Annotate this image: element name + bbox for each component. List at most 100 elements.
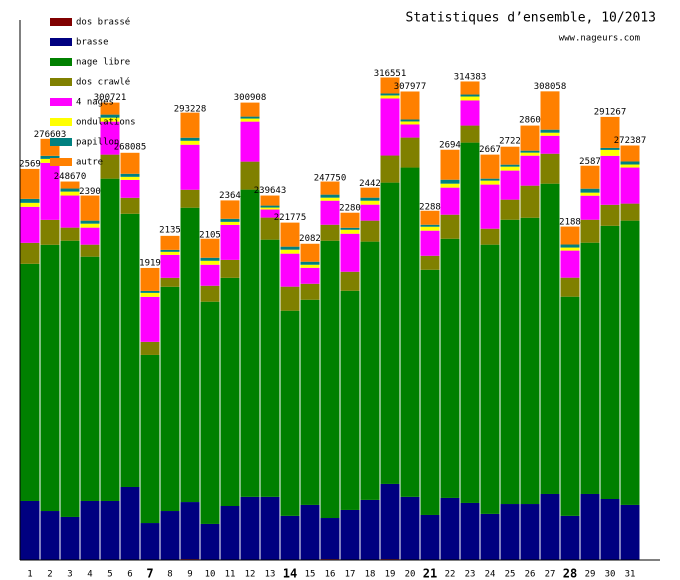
total-label: 2135 [159, 226, 181, 236]
bar-segment [520, 217, 540, 505]
bar-segment [380, 155, 400, 183]
x-tick-label: 28 [563, 567, 577, 580]
bar-segment [500, 146, 520, 165]
bar-segment [100, 117, 120, 122]
x-tick-label: 20 [405, 570, 416, 580]
total-label: 2587 [579, 157, 601, 167]
bar-segment [280, 310, 300, 516]
labels: 1 2569 2 276603 3 248670 4 2390 5 300721 6 268085 7 1… [19, 69, 646, 580]
bar-segment [160, 249, 180, 252]
bar-segment [140, 296, 160, 342]
bar-segment [220, 224, 240, 260]
total-label: 291267 [594, 107, 627, 117]
x-tick-label: 24 [485, 570, 496, 580]
bar-segment [540, 153, 560, 184]
bar-segment [420, 230, 440, 256]
x-tick-label: 19 [385, 570, 396, 580]
legend-label: dos brassé [76, 17, 130, 28]
bar-segment [320, 200, 340, 225]
bar-segment [80, 227, 100, 245]
bar-segment [20, 202, 40, 207]
x-tick-label: 16 [325, 570, 336, 580]
bar-segment [220, 200, 240, 219]
bar-segment [360, 197, 380, 201]
x-tick-label: 5 [107, 570, 112, 580]
bar-segment [200, 523, 220, 560]
bar-segment [560, 515, 580, 560]
bar-segment [600, 499, 620, 560]
bar-segment [600, 155, 620, 205]
x-tick-label: 21 [423, 567, 437, 580]
bar-segment [500, 219, 520, 505]
bar-segment [600, 116, 620, 148]
total-label: 2667 [479, 145, 501, 155]
bar-segment [620, 164, 640, 168]
bar-segment [360, 187, 380, 198]
bar-segment [120, 197, 140, 214]
bar-segment [140, 341, 160, 355]
bar-segment [420, 269, 440, 515]
bar-segment [240, 496, 260, 560]
bar-segment [120, 213, 140, 487]
bar-segment [80, 500, 100, 560]
bar-segment [240, 121, 260, 162]
total-label: 308058 [534, 82, 567, 92]
bar-segment [540, 91, 560, 130]
bar-segment [360, 220, 380, 242]
bar-segment [220, 277, 240, 506]
bar-segment [80, 256, 100, 501]
bar-segment [420, 514, 440, 560]
bar-segment [240, 161, 260, 190]
bar-segment [120, 486, 140, 560]
total-label: 1919 [139, 259, 161, 269]
bar-segment [560, 247, 580, 251]
x-tick-label: 12 [245, 570, 256, 580]
bar-segment [360, 204, 380, 221]
bar-segment [140, 292, 160, 297]
bar-segment [320, 518, 340, 560]
bar-segment [80, 195, 100, 221]
bar-segment [180, 144, 200, 190]
bar-segment [400, 124, 420, 138]
bar-segment [500, 504, 520, 560]
bar-segment [320, 197, 340, 201]
bars [20, 77, 640, 560]
bar-segment [60, 195, 80, 228]
bar-segment [340, 290, 360, 510]
bar-segment [420, 210, 440, 225]
bar-segment [540, 183, 560, 494]
x-tick-label: 18 [365, 570, 376, 580]
x-tick-label: 29 [585, 570, 596, 580]
bar-segment [520, 155, 540, 186]
bar-segment [60, 188, 80, 192]
bar-segment [480, 244, 500, 514]
x-tick-label: 13 [265, 570, 276, 580]
bar-segment [200, 257, 220, 261]
bar-segment [580, 188, 600, 193]
bar-segment [460, 502, 480, 560]
bar-segment [300, 267, 320, 284]
total-label: 316551 [374, 69, 407, 79]
bar-segment [440, 179, 460, 184]
bar-segment [580, 242, 600, 494]
bar-segment [120, 173, 140, 177]
bar-segment [400, 137, 420, 168]
bar-segment [20, 198, 40, 203]
bar-segment [260, 195, 280, 206]
bar-segment [180, 112, 200, 138]
bar-segment [480, 178, 500, 181]
bar-segment [260, 239, 280, 497]
bar-segment [400, 167, 420, 497]
bar-segment [520, 150, 540, 153]
x-tick-label: 7 [146, 567, 153, 580]
bar-segment [620, 167, 640, 204]
legend-swatch [50, 138, 72, 146]
bar-segment [320, 240, 340, 519]
bar-segment [220, 218, 240, 222]
x-tick-label: 1 [27, 570, 32, 580]
bar-segment [240, 102, 260, 117]
bar-segment [160, 235, 180, 250]
bar-segment [580, 192, 600, 196]
total-label: 307977 [394, 82, 427, 92]
